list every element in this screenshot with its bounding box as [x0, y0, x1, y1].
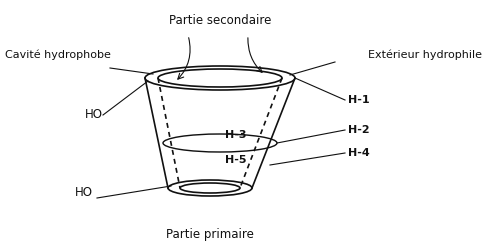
- Text: Cavité hydrophobe: Cavité hydrophobe: [5, 50, 111, 60]
- Text: H-3: H-3: [225, 130, 246, 140]
- Text: H-2: H-2: [348, 125, 370, 135]
- Text: H-1: H-1: [348, 95, 370, 105]
- Text: H-5: H-5: [225, 155, 246, 165]
- Text: HO: HO: [75, 186, 93, 200]
- Text: HO: HO: [85, 109, 103, 121]
- Text: H-4: H-4: [348, 148, 370, 158]
- Text: Partie secondaire: Partie secondaire: [169, 14, 271, 27]
- Text: Partie primaire: Partie primaire: [166, 228, 254, 241]
- Text: Extérieur hydrophile: Extérieur hydrophile: [368, 50, 482, 60]
